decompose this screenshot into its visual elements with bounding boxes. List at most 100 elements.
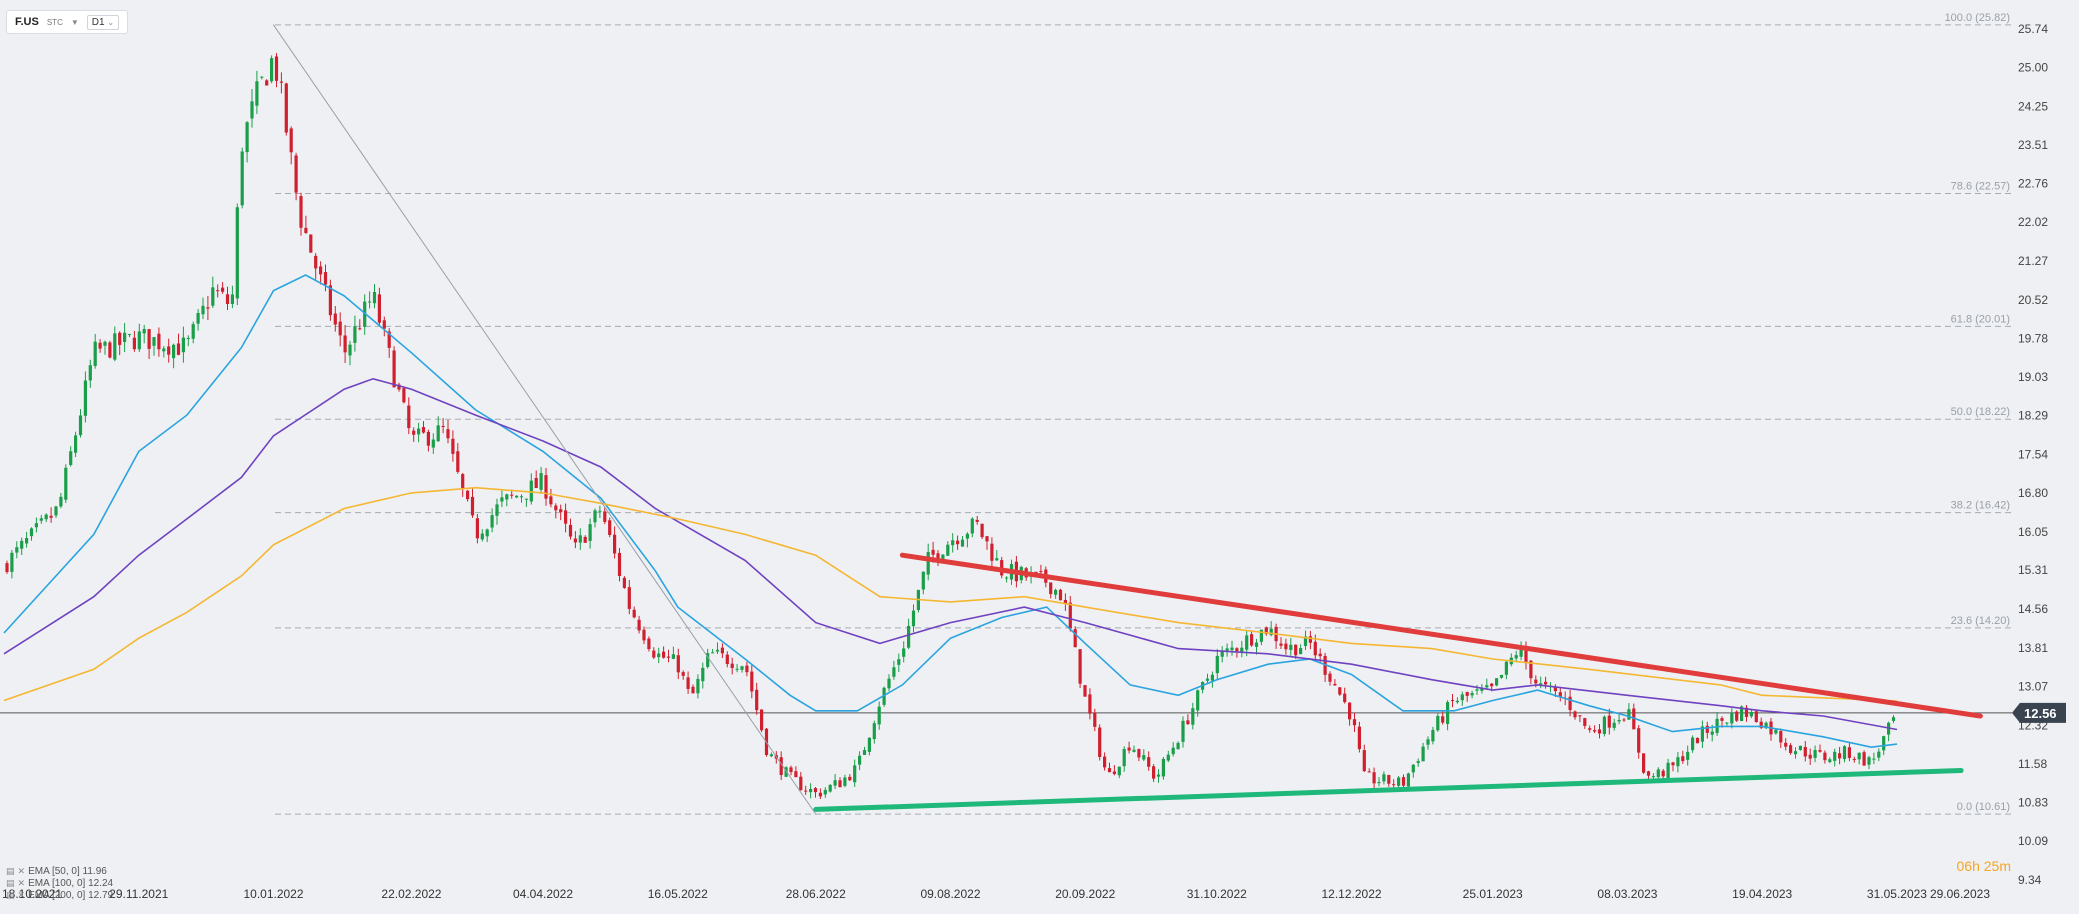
candle-body bbox=[333, 313, 337, 325]
candle-body bbox=[1127, 747, 1131, 751]
close-icon[interactable]: ✕ bbox=[17, 865, 26, 876]
candle-body bbox=[1230, 647, 1234, 651]
close-icon[interactable]: ✕ bbox=[17, 877, 26, 888]
candle-body bbox=[186, 337, 190, 339]
candle-body bbox=[657, 653, 661, 658]
candle-body bbox=[1764, 722, 1768, 729]
candle-body bbox=[10, 552, 14, 572]
candle-body bbox=[902, 648, 906, 657]
candle-body bbox=[1049, 582, 1053, 595]
candle-body bbox=[270, 58, 274, 82]
candle-body bbox=[1803, 746, 1807, 757]
candle-body bbox=[769, 754, 773, 757]
candle-body bbox=[372, 292, 377, 304]
candle-body bbox=[588, 524, 592, 541]
candle-body bbox=[157, 333, 161, 350]
candle-body bbox=[1441, 716, 1445, 723]
candle-body bbox=[176, 343, 181, 355]
candle-body bbox=[1519, 648, 1523, 657]
y-tick-label: 16.05 bbox=[2018, 525, 2048, 539]
candle-body bbox=[1284, 643, 1288, 650]
y-tick-label: 9.34 bbox=[2018, 873, 2042, 887]
candle-body bbox=[534, 478, 538, 488]
candle-body bbox=[1681, 756, 1685, 762]
candle-body bbox=[397, 384, 401, 390]
candle-body bbox=[461, 474, 465, 488]
y-tick-label: 20.52 bbox=[2018, 293, 2048, 307]
candle-body bbox=[662, 651, 666, 658]
x-tick-label: 12.12.2022 bbox=[1321, 887, 1381, 901]
settings-icon[interactable]: ▤ bbox=[6, 889, 15, 900]
candle-body bbox=[1627, 709, 1631, 720]
settings-icon[interactable]: ▤ bbox=[6, 877, 15, 888]
candle-body bbox=[495, 504, 499, 516]
candle-body bbox=[1499, 674, 1504, 678]
candle-body bbox=[794, 771, 798, 778]
candle-body bbox=[431, 439, 435, 448]
y-axis: 25.74 25.00 24.25 23.51 22.76 22.02 21.27 20.52… bbox=[2012, 0, 2079, 909]
legend-item[interactable]: ▤ ✕ EMA [200, 0] 12.79 bbox=[6, 889, 113, 901]
symbol-selector[interactable]: F.US STC ▼ D1 ⌄ bbox=[6, 10, 129, 34]
timeframe-select[interactable]: D1 ⌄ bbox=[86, 14, 120, 30]
candle-body bbox=[34, 523, 38, 528]
candle-body bbox=[1250, 634, 1254, 646]
candle-body bbox=[1784, 742, 1788, 747]
candle-body bbox=[872, 723, 876, 740]
candle-body bbox=[1436, 715, 1440, 731]
candle-body bbox=[1259, 629, 1263, 642]
price-tag-background bbox=[2012, 702, 2066, 723]
candle-body bbox=[216, 290, 220, 292]
candle-body bbox=[1539, 683, 1543, 686]
chevron-down-icon[interactable]: ▼ bbox=[70, 17, 79, 27]
candle-body bbox=[701, 667, 705, 682]
candle-body bbox=[1671, 762, 1675, 766]
candle-body bbox=[608, 520, 612, 535]
candle-body bbox=[1205, 678, 1210, 681]
candle-body bbox=[691, 686, 695, 694]
candle-body bbox=[1068, 602, 1072, 629]
settings-icon[interactable]: ▤ bbox=[6, 865, 15, 876]
candle-body bbox=[1676, 757, 1680, 767]
candle-body bbox=[1544, 681, 1548, 685]
candle-body bbox=[897, 659, 901, 665]
candle-body bbox=[1828, 759, 1832, 763]
legend-item[interactable]: ▤ ✕ EMA [50, 0] 11.96 bbox=[6, 865, 113, 877]
candle-body bbox=[382, 320, 386, 329]
candle-body bbox=[715, 649, 720, 652]
fib-level-label: 78.6 (22.57) bbox=[1951, 181, 2010, 193]
legend-item[interactable]: ▤ ✕ EMA [100, 0] 12.24 bbox=[6, 877, 113, 889]
candle-body bbox=[613, 534, 617, 554]
candle-body bbox=[1480, 688, 1484, 691]
close-icon[interactable]: ✕ bbox=[17, 889, 26, 900]
candle-body bbox=[417, 428, 421, 435]
candle-body bbox=[1465, 692, 1469, 696]
candle-body bbox=[74, 435, 78, 453]
candle-body bbox=[529, 480, 533, 502]
candle-body bbox=[1254, 642, 1259, 647]
candle-body bbox=[1475, 689, 1479, 691]
candle-body bbox=[274, 56, 279, 81]
candle-body bbox=[480, 533, 484, 540]
candle-body bbox=[83, 380, 87, 416]
candle-body bbox=[1490, 683, 1494, 687]
candle-body bbox=[446, 429, 450, 439]
x-tick-label: 18.10.2021 bbox=[2, 887, 62, 901]
candle-body bbox=[1529, 660, 1533, 679]
y-tick-label: 14.56 bbox=[2018, 602, 2048, 616]
candle-body bbox=[573, 538, 577, 543]
candle-body bbox=[1700, 726, 1704, 742]
candle-body bbox=[887, 678, 891, 689]
x-tick-label: 08.03.2023 bbox=[1597, 887, 1657, 901]
candle-body bbox=[1857, 752, 1861, 760]
candle-body bbox=[103, 341, 107, 346]
candle-body bbox=[426, 431, 430, 446]
candle-body bbox=[755, 689, 759, 711]
candle-body bbox=[515, 495, 519, 498]
candle-body bbox=[867, 737, 871, 752]
candle-body bbox=[583, 536, 587, 543]
x-axis: 18.10.2021 29.11.2021 10.01.2022 22.02.2022… bbox=[2, 887, 1990, 901]
candle-body bbox=[510, 494, 514, 496]
candle-body bbox=[250, 101, 254, 119]
